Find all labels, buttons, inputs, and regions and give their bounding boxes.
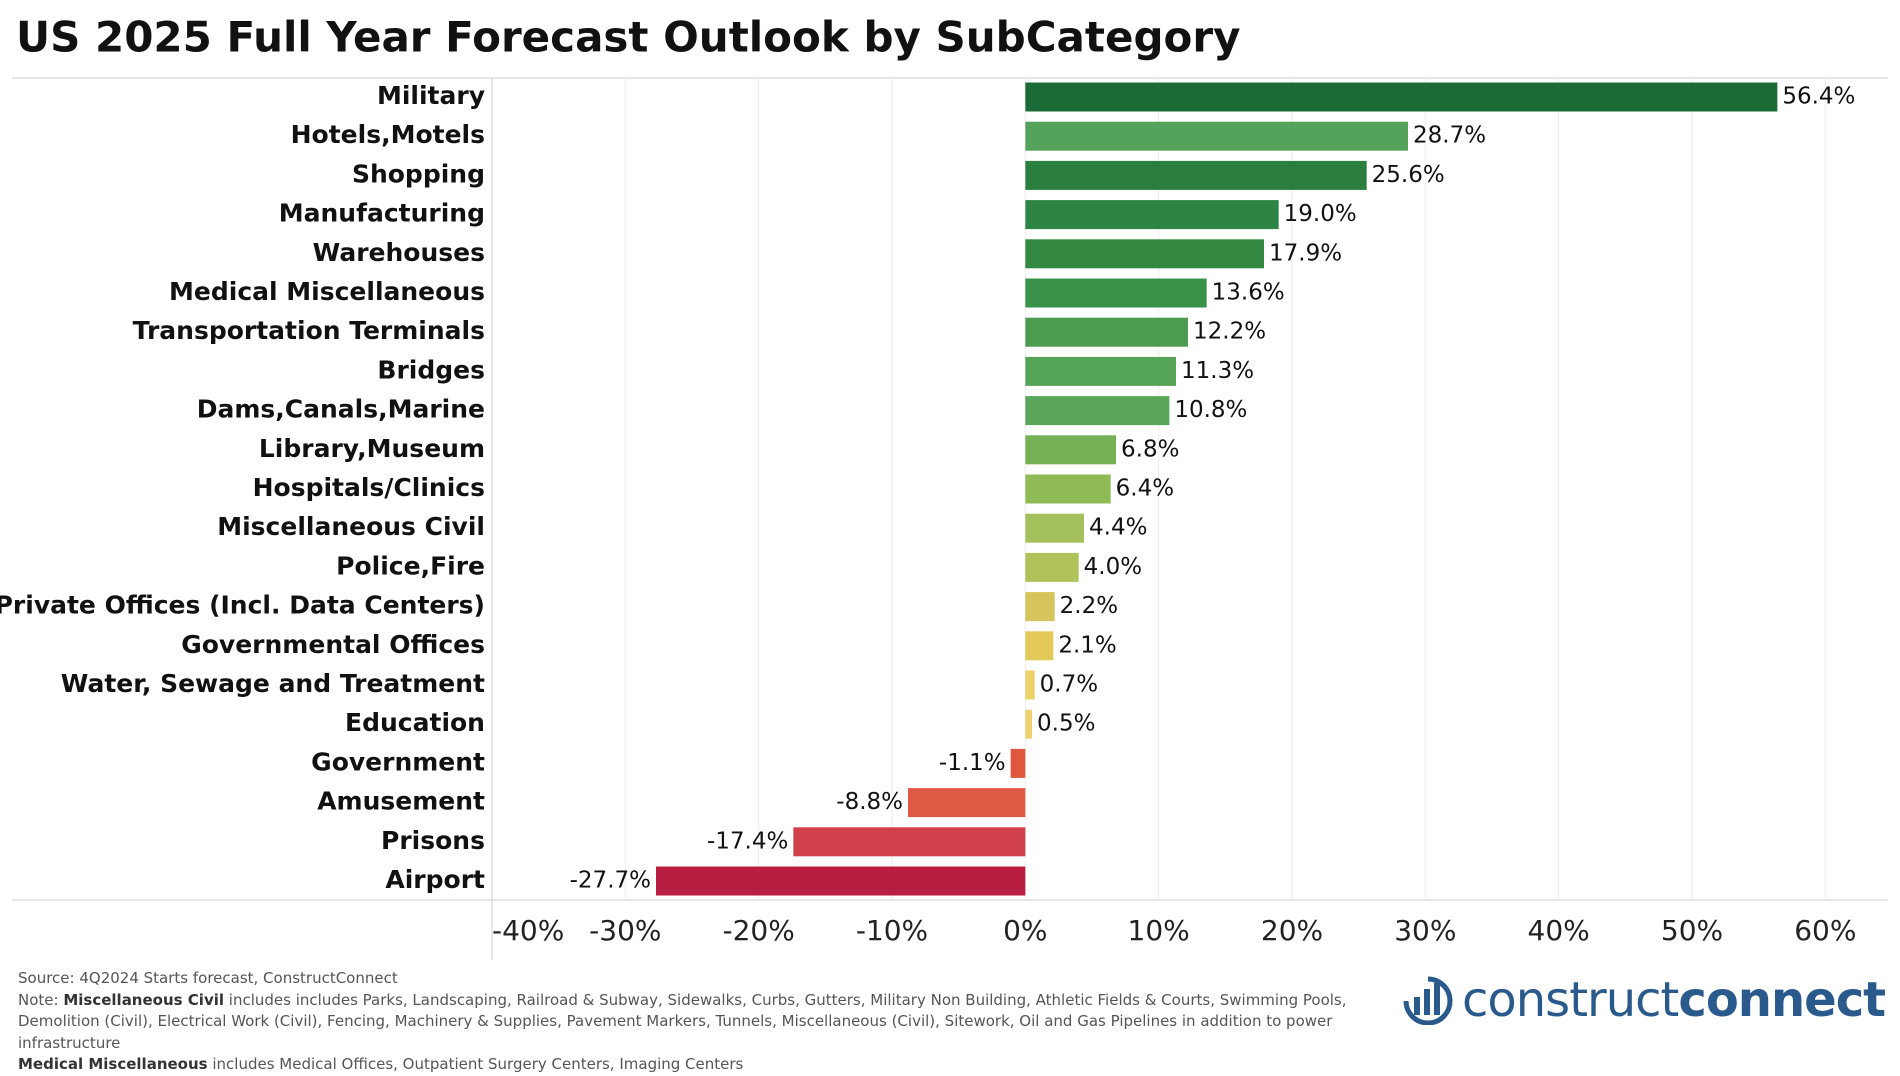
category-label: Water, Sewage and Treatment bbox=[61, 669, 485, 698]
x-tick-label: 30% bbox=[1394, 914, 1456, 947]
bar bbox=[1025, 356, 1176, 386]
note-text: includes includes Parks, Landscaping, Ra… bbox=[18, 990, 1347, 1052]
value-label: 4.4% bbox=[1089, 515, 1147, 541]
category-label: Governmental Offices bbox=[181, 630, 485, 659]
x-tick-label: -20% bbox=[722, 914, 794, 947]
value-label: 12.2% bbox=[1193, 319, 1266, 345]
bar bbox=[1025, 670, 1035, 700]
note-term: Medical Miscellaneous bbox=[18, 1055, 208, 1073]
chart-title: US 2025 Full Year Forecast Outlook by Su… bbox=[16, 13, 1240, 62]
category-label: Government bbox=[311, 747, 485, 776]
bar bbox=[1025, 435, 1116, 465]
chart: US 2025 Full Year Forecast Outlook by Su… bbox=[0, 13, 1888, 960]
x-tick-label: 20% bbox=[1261, 914, 1323, 947]
bar bbox=[1025, 474, 1111, 504]
value-label: 0.5% bbox=[1037, 711, 1095, 737]
value-label: 56.4% bbox=[1782, 84, 1855, 110]
bar bbox=[1025, 121, 1408, 151]
category-label: Bridges bbox=[377, 355, 485, 384]
category-label: Prisons bbox=[381, 826, 485, 855]
bar bbox=[1010, 748, 1026, 778]
category-label: Private Offices (Incl. Data Centers) bbox=[0, 591, 485, 620]
value-label: 6.4% bbox=[1116, 476, 1174, 502]
value-label: 6.8% bbox=[1121, 436, 1179, 462]
value-label: 11.3% bbox=[1181, 358, 1254, 384]
logo: construct connect bbox=[1400, 972, 1886, 1028]
bar bbox=[1025, 82, 1778, 112]
category-label: Manufacturing bbox=[279, 199, 485, 228]
note: Note: Miscellaneous Civil includes inclu… bbox=[18, 990, 1378, 1055]
category-label: Police,Fire bbox=[336, 551, 485, 580]
source: Source: 4Q2024 Starts forecast, Construc… bbox=[18, 969, 398, 987]
value-label: 0.7% bbox=[1040, 672, 1098, 698]
category-label: Miscellaneous Civil bbox=[217, 512, 485, 541]
x-tick-label: -30% bbox=[589, 914, 661, 947]
value-label: 17.9% bbox=[1269, 240, 1342, 266]
category-label: Military bbox=[377, 81, 485, 110]
category-label: Transportation Terminals bbox=[133, 316, 485, 345]
value-label: -17.4% bbox=[707, 828, 788, 854]
x-tick-label: -40% bbox=[492, 914, 564, 947]
value-label: 28.7% bbox=[1413, 123, 1486, 149]
category-label: Dams,Canals,Marine bbox=[197, 395, 485, 424]
logo-icon bbox=[1403, 976, 1453, 1025]
note-term: Miscellaneous Civil bbox=[63, 990, 225, 1009]
category-label: Shopping bbox=[352, 159, 485, 188]
bar bbox=[1025, 396, 1170, 426]
bar bbox=[656, 866, 1026, 896]
category-label: Airport bbox=[385, 865, 485, 894]
bar bbox=[1025, 200, 1279, 230]
category-label: Library,Museum bbox=[259, 434, 485, 463]
bar bbox=[1025, 239, 1264, 269]
value-label: -8.8% bbox=[836, 789, 903, 815]
footer: Source: 4Q2024 Starts forecast, Construc… bbox=[18, 968, 1378, 1076]
value-label: 2.1% bbox=[1058, 632, 1116, 658]
logo-bold: connect bbox=[1678, 972, 1886, 1028]
x-tick-label: 40% bbox=[1528, 914, 1590, 947]
value-label: -27.7% bbox=[570, 868, 651, 894]
value-label: 25.6% bbox=[1372, 162, 1445, 188]
x-tick-label: 10% bbox=[1128, 914, 1190, 947]
bar bbox=[1025, 160, 1367, 190]
note: Medical Miscellaneous includes Medical O… bbox=[18, 1054, 1378, 1076]
logo-light: construct bbox=[1462, 972, 1679, 1028]
category-label: Amusement bbox=[317, 787, 485, 816]
x-tick-label: 60% bbox=[1794, 914, 1856, 947]
value-label: -1.1% bbox=[939, 750, 1006, 776]
x-tick-label: -10% bbox=[856, 914, 928, 947]
bar bbox=[1025, 592, 1055, 622]
category-label: Hospitals/Clinics bbox=[253, 473, 485, 502]
value-label: 2.2% bbox=[1060, 593, 1118, 619]
bar bbox=[1025, 709, 1032, 739]
value-label: 19.0% bbox=[1284, 201, 1357, 227]
category-label: Warehouses bbox=[313, 238, 485, 267]
note-prefix: Note: bbox=[18, 990, 59, 1009]
category-label: Hotels,Motels bbox=[291, 120, 485, 149]
value-label: 10.8% bbox=[1174, 397, 1247, 423]
bar bbox=[908, 788, 1026, 818]
x-tick-label: 50% bbox=[1661, 914, 1723, 947]
value-label: 4.0% bbox=[1084, 554, 1142, 580]
category-label: Education bbox=[345, 708, 485, 737]
bar bbox=[1025, 317, 1188, 347]
bar bbox=[1025, 278, 1207, 308]
bar bbox=[1025, 631, 1054, 661]
x-tick-label: 0% bbox=[1003, 914, 1047, 947]
bar bbox=[1025, 552, 1079, 582]
bar bbox=[793, 827, 1026, 857]
category-label: Medical Miscellaneous bbox=[169, 277, 485, 306]
note-text: includes Medical Offices, Outpatient Sur… bbox=[212, 1055, 744, 1073]
value-label: 13.6% bbox=[1212, 280, 1285, 306]
bar bbox=[1025, 513, 1084, 543]
